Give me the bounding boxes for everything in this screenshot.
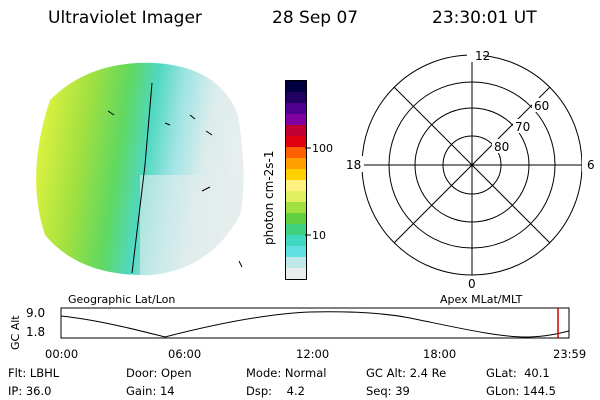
colorbar-unit-label: photon cm-2s-1	[262, 150, 276, 246]
mlat-label-70: 70	[515, 120, 530, 134]
colorbar-segment	[286, 136, 306, 147]
colorbar	[285, 80, 307, 280]
alt-xtick-0000: 00:00	[45, 347, 79, 361]
colorbar-segment	[286, 191, 306, 202]
mlt-label-0: 0	[468, 277, 476, 290]
alt-ylabel: GC Alt	[9, 315, 22, 350]
colorbar-segment	[286, 224, 306, 235]
colorbar-segment	[286, 235, 306, 246]
alt-xtick-1200: 12:00	[296, 347, 330, 361]
mlt-label-6: 6	[587, 158, 595, 172]
mlat-label-60: 60	[534, 99, 549, 113]
field-flt: Flt: LBHL	[8, 366, 60, 380]
altitude-curve	[60, 311, 570, 338]
colorbar-segment	[286, 169, 306, 180]
field-ip: IP: 36.0	[8, 384, 52, 398]
uv-image	[36, 62, 244, 276]
polar-grid: 12 18 6 0 60 70 80	[344, 50, 596, 290]
field-glat: GLat: 40.1	[486, 366, 550, 380]
colorbar-tick-10: 10	[312, 229, 326, 242]
field-mode: Mode: Normal	[246, 366, 327, 380]
field-door: Door: Open	[126, 366, 192, 380]
colorbar-segment	[286, 114, 306, 125]
colorbar-segment	[286, 103, 306, 114]
colorbar-ticks	[305, 147, 311, 236]
time-label: 23:30:01 UT	[432, 8, 537, 28]
alt-xtick-1800: 18:00	[423, 347, 457, 361]
mlat-label-80: 80	[494, 140, 509, 154]
colorbar-segment	[286, 125, 306, 136]
field-gain: Gain: 14	[126, 384, 175, 398]
mlt-label-18: 18	[346, 158, 361, 172]
altitude-plot	[60, 307, 570, 339]
instrument-title: Ultraviolet Imager	[48, 8, 202, 28]
colorbar-segment	[286, 81, 306, 92]
apex-label: Apex MLat/MLT	[440, 293, 523, 306]
alt-ytick-9: 9.0	[26, 306, 46, 320]
colorbar-segment	[286, 257, 306, 268]
date-label: 28 Sep 07	[272, 8, 359, 28]
field-gc-alt: GC Alt: 2.4 Re	[366, 366, 447, 380]
colorbar-segment	[286, 92, 306, 103]
colorbar-segment	[286, 147, 306, 158]
colorbar-tick-100: 100	[312, 142, 333, 155]
colorbar-segment	[286, 202, 306, 213]
colorbar-segment	[286, 213, 306, 224]
terminator-line	[131, 82, 153, 274]
geographic-label: Geographic Lat/Lon	[68, 293, 176, 306]
colorbar-segment	[286, 180, 306, 191]
field-seq: Seq: 39	[366, 384, 410, 398]
colorbar-segment	[286, 158, 306, 169]
field-glon: GLon: 144.5	[486, 384, 556, 398]
colorbar-segment	[286, 246, 306, 257]
alt-xtick-2359: 23:59	[553, 347, 587, 361]
field-dsp: Dsp: 4.2	[246, 384, 305, 398]
mlt-label-12: 12	[475, 50, 490, 63]
colorbar-segment	[286, 268, 306, 279]
alt-ytick-1: 1.8	[26, 325, 46, 339]
alt-xtick-0600: 06:00	[168, 347, 202, 361]
